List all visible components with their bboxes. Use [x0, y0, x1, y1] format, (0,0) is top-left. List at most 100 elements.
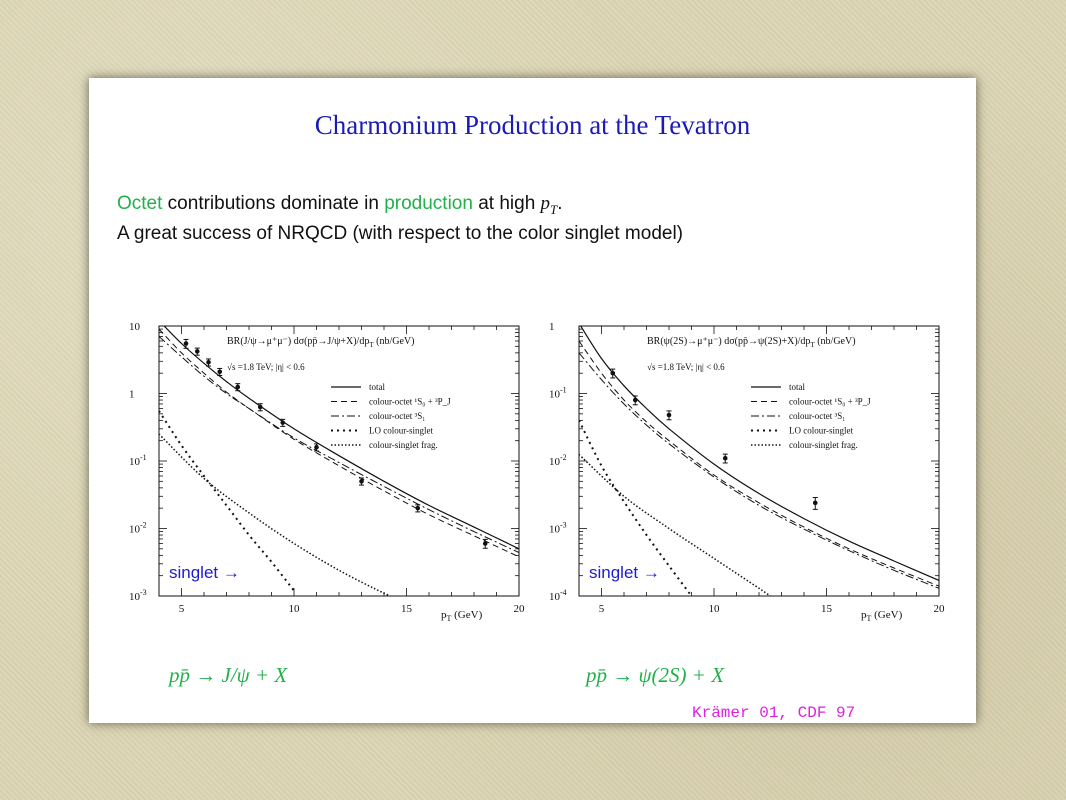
data-point: [280, 420, 286, 425]
x-axis-label: pT (GeV): [441, 609, 483, 623]
chart-subtitle: √s =1.8 TeV; |η| < 0.6: [227, 362, 305, 372]
series-line-4: [579, 453, 771, 596]
word-production: production: [384, 193, 473, 214]
x-tick-label: 15: [821, 603, 833, 615]
math-t: T: [550, 201, 558, 217]
y-tick-label-base: 10: [129, 321, 141, 333]
legend-label-0: total: [789, 382, 805, 392]
x-tick-label: 15: [401, 603, 413, 615]
series-line-0: [580, 326, 939, 581]
y-tick-label: 10-3: [129, 588, 147, 603]
y-tick-label: 1: [549, 321, 555, 333]
x-axis-label-sub: T: [867, 614, 872, 623]
x-tick-label: 10: [289, 603, 301, 615]
y-tick-label: 10: [129, 321, 141, 333]
chart-title: BR(ψ(2S)→μ⁺μ⁻) dσ(pp̄→ψ(2S)+X)/dpT (nb/G…: [647, 336, 856, 349]
chart-title-units: (nb/GeV): [374, 336, 415, 347]
data-point: [257, 404, 263, 410]
data-point: [217, 369, 223, 375]
singlet-annotation: singlet →: [169, 563, 240, 582]
y-tick-label: 10-2: [129, 521, 147, 536]
y-tick-label: 10-1: [549, 386, 567, 401]
psi2s-plot: 5 10 15 20 1 10-1 10-2 10-3 10-4 BR(ψ(2S)→μ⁺μ⁻) d…: [529, 316, 949, 626]
y-tick-label-base: 10: [129, 456, 141, 468]
x-axis-label-units: (GeV): [871, 609, 902, 621]
x-axis-label-units: (GeV): [451, 609, 482, 621]
x-tick-label: 10: [709, 603, 721, 615]
data-point: [666, 412, 672, 418]
reaction-psi2s: pp̄ → ψ(2S) + X: [586, 663, 725, 687]
data-point: [632, 397, 638, 403]
data-point: [722, 455, 728, 461]
series-group: [579, 326, 939, 596]
legend-label-0: total: [369, 382, 385, 392]
data-point: [194, 349, 200, 354]
x-axis-label-main: p: [441, 609, 447, 621]
math-p: p: [540, 193, 551, 214]
citation: Krämer 01, CDF 97: [692, 704, 856, 722]
y-tick-label-base: 10: [549, 389, 561, 401]
chart-title-units: (nb/GeV): [815, 336, 856, 347]
chart-title-sub: T: [810, 341, 815, 349]
y-tick-label: 10-1: [129, 453, 147, 468]
y-tick-label-base: 10: [129, 591, 141, 603]
word-octet: Octet: [117, 193, 163, 214]
data-point: [314, 444, 319, 450]
series-line-1: [159, 328, 519, 558]
chart-title: BR(J/ψ→μ⁺μ⁻) dσ(pp̄→J/ψ+X)/dpT (nb/GeV): [227, 336, 414, 349]
y-tick-label: 10-3: [549, 521, 567, 536]
data-point: [359, 479, 364, 484]
y-tick-label: 10-4: [549, 588, 567, 603]
text-contributions: contributions dominate in: [162, 193, 385, 214]
legend-label-4: colour-singlet frag.: [369, 440, 438, 450]
data-point: [812, 500, 818, 506]
series-line-2: [159, 336, 519, 554]
series-line-4: [159, 433, 392, 596]
plot-frame: [578, 325, 940, 597]
data-point: [235, 384, 241, 390]
y-tick-label-base: 1: [549, 321, 555, 333]
y-tick-label-exp: -3: [560, 521, 567, 530]
y-tick-label: 10-2: [549, 453, 567, 468]
x-axis-label: pT (GeV): [861, 609, 903, 623]
series-line-2: [579, 352, 939, 589]
series-line-0: [163, 326, 519, 550]
y-tick-label-exp: -1: [140, 453, 147, 462]
legend-label-1: colour-octet ¹S₀ + ³P_J: [369, 397, 451, 407]
y-tick-label-exp: -2: [560, 453, 567, 462]
data-point: [482, 541, 488, 546]
y-tick-label: 1: [129, 389, 135, 401]
reaction-jpsi: pp̄ → J/ψ + X: [169, 663, 288, 687]
y-tick-label-exp: -2: [140, 521, 147, 530]
chart-subtitle: √s =1.8 TeV; |η| < 0.6: [647, 362, 725, 372]
data-point: [415, 505, 421, 511]
x-tick-label: 20: [934, 603, 946, 615]
headline-nrqcd: A great success of NRQCD (with respect t…: [117, 223, 684, 244]
x-tick-label: 5: [599, 603, 605, 615]
headline-octet: Octet contributions dominate in producti…: [117, 193, 563, 218]
x-tick-label: 20: [514, 603, 526, 615]
slide: Charmonium Production at the Tevatron Oc…: [89, 78, 976, 723]
y-tick-label-base: 10: [549, 591, 561, 603]
series-line-3: [579, 419, 693, 596]
y-tick-label-base: 10: [129, 524, 141, 536]
legend-label-3: LO colour-singlet: [789, 426, 854, 436]
chart-title-main: BR(J/ψ→μ⁺μ⁻) dσ(pp̄→J/ψ+X)/dp: [227, 336, 369, 347]
singlet-annotation: singlet →: [589, 563, 660, 582]
jpsi-plot: 5 10 15 20 10 1 10-1 10-2 10-3 BR(J/ψ→μ⁺μ⁻) dσ(pp…: [109, 316, 529, 626]
x-axis-label-main: p: [861, 609, 867, 621]
data-point: [610, 370, 616, 376]
legend-label-2: colour-octet ³S₁: [369, 411, 425, 421]
text-at-high: at high: [472, 193, 541, 214]
series-line-1: [579, 340, 939, 587]
legend-label-2: colour-octet ³S₁: [789, 411, 845, 421]
y-tick-label-base: 1: [129, 389, 135, 401]
series-group: [159, 326, 519, 596]
plot-frame: [158, 325, 520, 597]
x-axis-label-sub: T: [447, 614, 452, 623]
legend-label-1: colour-octet ¹S₀ + ³P_J: [789, 397, 871, 407]
y-tick-label-base: 10: [549, 456, 561, 468]
legend-label-3: LO colour-singlet: [369, 426, 434, 436]
